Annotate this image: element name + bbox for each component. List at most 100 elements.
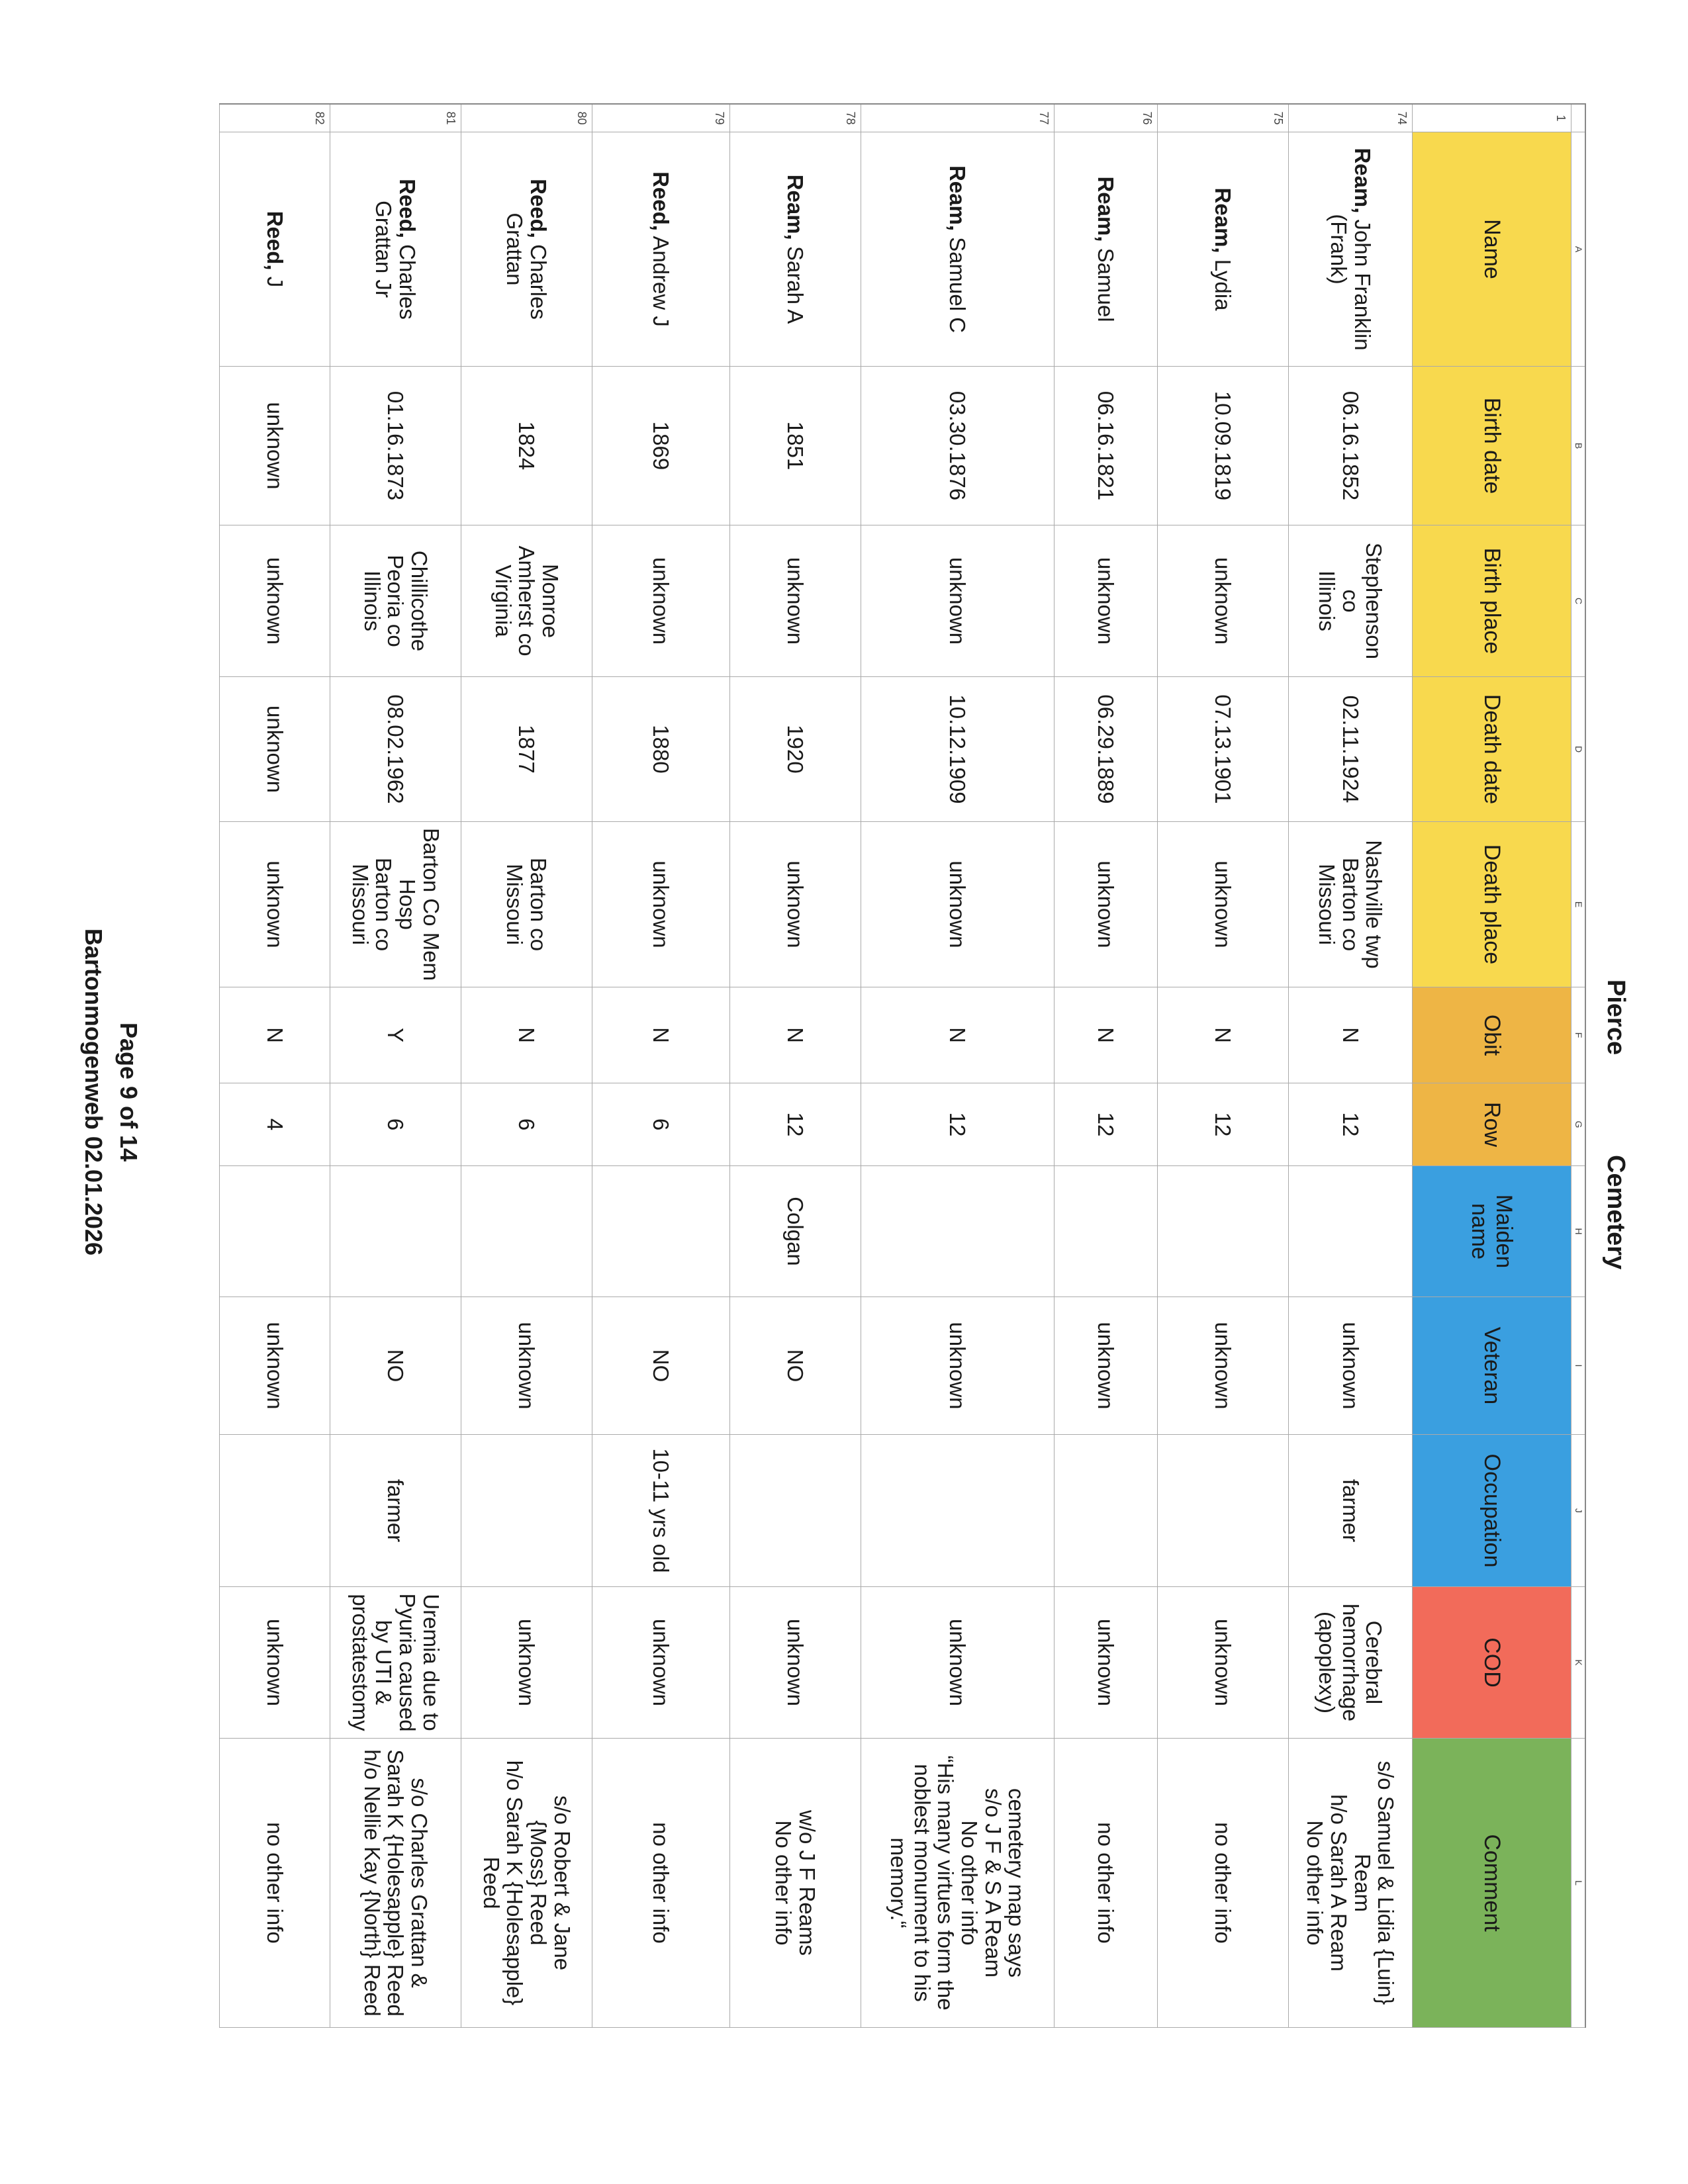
death-date-cell: 07.13.1901 [1157, 677, 1288, 822]
row-number: 75 [1157, 105, 1288, 132]
death-date-cell: unknown [219, 677, 330, 822]
veteran-cell: NO [592, 1297, 729, 1435]
cod-cell: Cerebral hemorrhage (apoplexy) [1288, 1587, 1412, 1739]
given-name: Sarah A [783, 240, 808, 324]
comment-cell: s/o Samuel & Lidia {Luin} Ream h/o Sarah… [1288, 1739, 1412, 2028]
header-name: Name [1412, 132, 1571, 367]
veteran-cell: unknown [1054, 1297, 1157, 1435]
column-letter: F [1571, 987, 1585, 1083]
column-letter: H [1571, 1166, 1585, 1297]
name-cell: Ream, Samuel [1054, 132, 1157, 367]
occupation-cell [219, 1435, 330, 1587]
comment-cell: no other info [219, 1739, 330, 2028]
veteran-cell: unknown [219, 1297, 330, 1435]
birth-place-cell: unknown [1157, 525, 1288, 677]
death-place-cell: Barton co Missouri [461, 822, 592, 987]
row-number: 1 [1412, 105, 1571, 132]
comment-cell: s/o Charles Grattan & Sarah K {Holesappl… [330, 1739, 461, 2028]
cod-cell: unknown [461, 1587, 592, 1739]
death-place-cell: Nashville twp Barton co Missouri [1288, 822, 1412, 987]
row-cell: 6 [330, 1083, 461, 1166]
comment-cell: s/o Robert & Jane {Moss} Reed h/o Sarah … [461, 1739, 592, 2028]
cod-cell: unknown [729, 1587, 861, 1739]
occupation-cell [729, 1435, 861, 1587]
birth-place-cell: Stephenson co Illinois [1288, 525, 1412, 677]
comment-cell: cemetery map says s/o J F & S A Ream No … [861, 1739, 1054, 2028]
death-date-cell: 10.12.1909 [861, 677, 1054, 822]
cemetery-table: A B C D E F G H I J K L 1 Name Birth date Birth place De… [219, 103, 1586, 2028]
footer-source: Bartonmogenweb 02.01.2026 [80, 928, 107, 1256]
title-left: Pierce [1602, 979, 1630, 1056]
birth-date-cell: 06.16.1852 [1288, 367, 1412, 525]
header-birth-date: Birth date [1412, 367, 1571, 525]
column-letter: A [1571, 132, 1585, 367]
maiden-name-cell [1288, 1166, 1412, 1297]
death-date-cell: 06.29.1889 [1054, 677, 1157, 822]
birth-date-cell: 06.16.1821 [1054, 367, 1157, 525]
column-letter: K [1571, 1587, 1585, 1739]
row-cell: 12 [1157, 1083, 1288, 1166]
row-number: 80 [461, 105, 592, 132]
surname: Ream, [1350, 148, 1375, 214]
name-cell: Ream, Sarah A [729, 132, 861, 367]
birth-date-cell: 1869 [592, 367, 729, 525]
comment-cell: w/o J F Reams No other info [729, 1739, 861, 2028]
corner-cell [1571, 105, 1585, 132]
header-death-date: Death date [1412, 677, 1571, 822]
header-birth-place: Birth place [1412, 525, 1571, 677]
veteran-cell: unknown [861, 1297, 1054, 1435]
given-name: J [262, 270, 287, 288]
given-name: Lydia [1211, 253, 1236, 311]
veteran-cell: unknown [1157, 1297, 1288, 1435]
header-death-place: Death place [1412, 822, 1571, 987]
birth-date-cell: 1851 [729, 367, 861, 525]
cod-cell: unknown [219, 1587, 330, 1739]
given-name: Andrew J [649, 230, 674, 327]
comment-cell: no other info [592, 1739, 729, 2028]
occupation-cell [861, 1435, 1054, 1587]
death-date-cell: 1877 [461, 677, 592, 822]
row-cell: 12 [1288, 1083, 1412, 1166]
header-maiden-name: Maiden name [1412, 1166, 1571, 1297]
birth-place-cell: unknown [592, 525, 729, 677]
cod-cell: unknown [1157, 1587, 1288, 1739]
column-letter: B [1571, 367, 1585, 525]
cod-cell: unknown [1054, 1587, 1157, 1739]
name-cell: Ream, John Franklin (Frank) [1288, 132, 1412, 367]
obit-cell: N [861, 987, 1054, 1083]
death-date-cell: 1880 [592, 677, 729, 822]
page-number: Page 9 of 14 [115, 1022, 142, 1162]
row-number: 82 [219, 105, 330, 132]
row-number: 76 [1054, 105, 1157, 132]
death-place-cell: unknown [592, 822, 729, 987]
birth-place-cell: unknown [861, 525, 1054, 677]
title-right: Cemetery [1602, 1155, 1630, 1270]
birth-date-cell: 10.09.1819 [1157, 367, 1288, 525]
veteran-cell: NO [330, 1297, 461, 1435]
given-name: Samuel [1094, 242, 1119, 322]
name-cell: Ream, Lydia [1157, 132, 1288, 367]
row-number: 78 [729, 105, 861, 132]
death-date-cell: 02.11.1924 [1288, 677, 1412, 822]
death-place-cell: unknown [861, 822, 1054, 987]
row-number: 81 [330, 105, 461, 132]
death-place-cell: unknown [219, 822, 330, 987]
row-cell: 4 [219, 1083, 330, 1166]
obit-cell: N [1157, 987, 1288, 1083]
column-letter: C [1571, 525, 1585, 677]
birth-place-cell: Chillicothe Peoria co Illinois [330, 525, 461, 677]
header-cod: COD [1412, 1587, 1571, 1739]
column-letter: L [1571, 1739, 1585, 2028]
header-occupation: Occupation [1412, 1435, 1571, 1587]
obit-cell: N [1288, 987, 1412, 1083]
cod-cell: unknown [592, 1587, 729, 1739]
surname: Reed, [526, 179, 551, 238]
header-comment: Comment [1412, 1739, 1571, 2028]
column-letter: D [1571, 677, 1585, 822]
occupation-cell [461, 1435, 592, 1587]
veteran-cell: unknown [461, 1297, 592, 1435]
header-veteran: Veteran [1412, 1297, 1571, 1435]
veteran-cell: NO [729, 1297, 861, 1435]
occupation-cell [1157, 1435, 1288, 1587]
name-cell: Ream, Samuel C [861, 132, 1054, 367]
